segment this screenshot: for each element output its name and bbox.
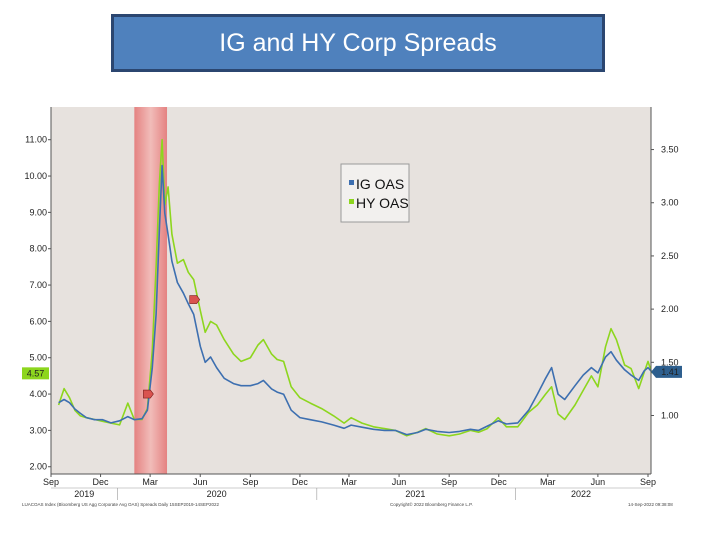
legend: IG OAS HY OAS (340, 163, 410, 223)
last-value-label-hy: 4.57 (27, 368, 45, 378)
x-month-label: Sep (441, 477, 457, 487)
legend-label-hy: HY OAS (356, 195, 409, 211)
x-month-label: Sep (43, 477, 59, 487)
left-tick-label: 11.00 (25, 135, 47, 145)
x-month-label: Dec (292, 477, 309, 487)
left-tick-label: 3.00 (29, 425, 47, 435)
x-month-label: Dec (491, 477, 508, 487)
x-month-label: Dec (93, 477, 110, 487)
footer-timestamp: 14-Sep-2022 09:38:08 (628, 502, 673, 507)
x-month-label: Mar (142, 477, 158, 487)
x-year-label: 2019 (74, 489, 94, 499)
left-tick-label: 8.00 (29, 244, 47, 254)
slide-title: IG and HY Corp Spreads (219, 28, 497, 57)
legend-swatch-ig (349, 180, 354, 185)
legend-box (340, 163, 410, 223)
footer-copyright: Copyright© 2022 Bloomberg Finance L.P. (390, 501, 473, 507)
x-month-label: Jun (392, 477, 407, 487)
left-tick-label: 10.00 (24, 171, 47, 181)
right-tick-label: 1.00 (661, 410, 679, 420)
x-month-label: Mar (341, 477, 357, 487)
x-month-label: Sep (640, 477, 656, 487)
series-line-ig-oas (58, 164, 653, 436)
legend-label-ig: IG OAS (356, 176, 404, 192)
right-tick-label: 2.00 (661, 304, 679, 314)
left-tick-label: 5.00 (29, 353, 47, 363)
x-month-label: Sep (242, 477, 258, 487)
left-tick-label: 6.00 (29, 316, 47, 326)
right-tick-label: 1.50 (661, 357, 679, 367)
left-tick-label: 2.00 (29, 462, 47, 472)
event-marker (143, 389, 154, 399)
last-value-badge-ig (651, 365, 682, 378)
left-tick-label: 4.00 (29, 389, 47, 399)
legend-swatch-hy (349, 199, 354, 204)
left-tick-label: 7.00 (29, 280, 47, 290)
title-banner: IG and HY Corp Spreads (111, 14, 605, 72)
last-value-label-ig: 1.41 (661, 367, 679, 377)
event-marker (189, 295, 201, 304)
right-tick-label: 3.00 (661, 198, 679, 208)
x-year-label: 2021 (405, 489, 425, 499)
right-tick-label: 2.50 (661, 251, 679, 261)
last-value-badge-hy (22, 367, 49, 380)
x-year-label: 2020 (207, 489, 227, 499)
footer-source: LUACOAS Index (Bloomberg US Agg Corporat… (22, 502, 220, 507)
x-month-label: Jun (193, 477, 208, 487)
right-tick-label: 3.50 (661, 145, 679, 155)
x-month-label: Jun (591, 477, 606, 487)
x-month-label: Mar (540, 477, 556, 487)
left-tick-label: 9.00 (29, 207, 47, 217)
x-year-label: 2022 (571, 489, 591, 499)
